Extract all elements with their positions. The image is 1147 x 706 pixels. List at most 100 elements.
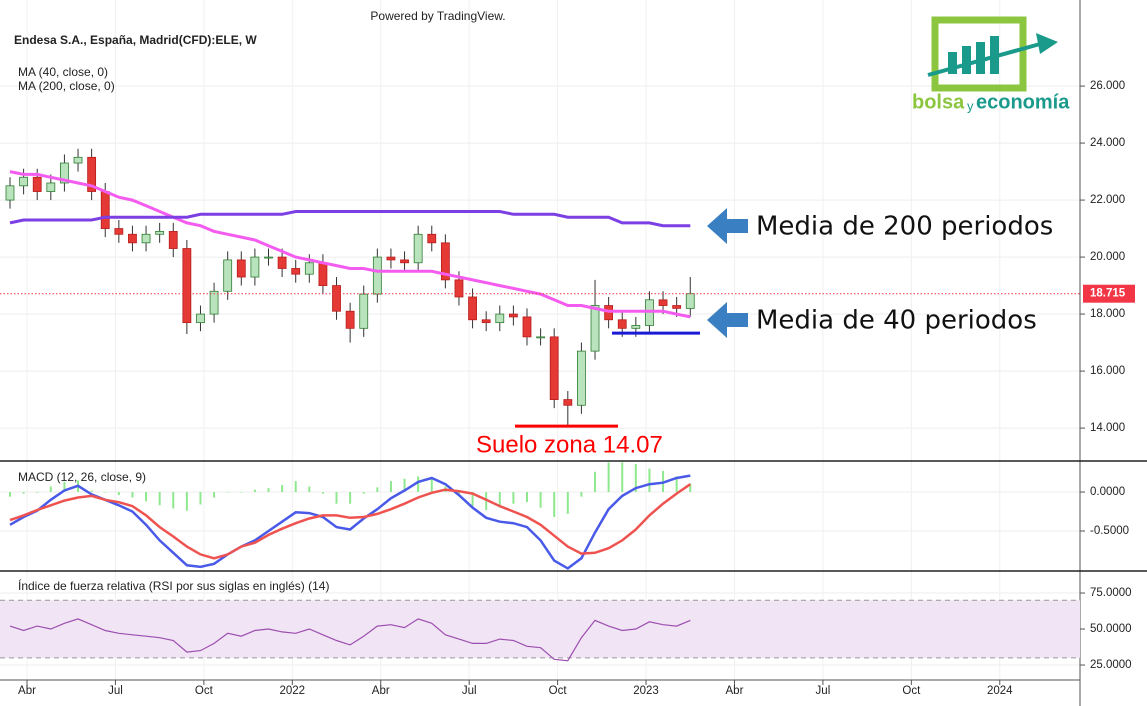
histogram-bar (104, 492, 107, 493)
candle-body (277, 256, 287, 269)
last-price-box (1083, 284, 1135, 303)
candle-body (87, 156, 97, 192)
candle-body (46, 182, 56, 192)
candle-body (372, 256, 382, 295)
legend-entry: MA (200, close, 0) (18, 79, 115, 93)
candle-body (508, 313, 518, 318)
histogram-bar (689, 483, 692, 493)
candle-body (73, 156, 83, 164)
candle-body (631, 325, 641, 329)
line (9, 483, 692, 560)
histogram-bar (267, 488, 270, 493)
x-tick-label: 2022 (280, 685, 306, 697)
candle-body (454, 279, 464, 298)
legend-entry: MA (40, close, 0) (18, 65, 108, 79)
candle-body (155, 231, 165, 235)
histogram-bar (648, 468, 651, 493)
histogram-bar (131, 492, 134, 498)
candle-body (672, 305, 682, 309)
y-tick-label: 0.0000 (1090, 486, 1125, 498)
histogram-bar (525, 492, 528, 503)
last-price-label: 18.715 (1090, 288, 1126, 300)
histogram-bar (158, 492, 161, 506)
y-tick-label: -0.5000 (1090, 525, 1129, 537)
arrow (707, 208, 748, 244)
histogram-bar (389, 481, 392, 493)
line (9, 618, 691, 662)
histogram-bar (281, 485, 284, 493)
x-tick-label: Abr (726, 685, 744, 697)
histogram-bar (90, 490, 93, 493)
line (9, 210, 691, 228)
panel-title: Índice de fuerza relativa (RSI por sus s… (18, 578, 329, 593)
histogram-bar (553, 492, 556, 517)
histogram-bar (376, 487, 379, 493)
histogram-bar (117, 492, 120, 496)
candle-body (5, 185, 15, 201)
candle-body (236, 259, 246, 278)
candle-body (182, 248, 192, 324)
candle-body (617, 319, 627, 329)
histogram-bar (240, 492, 243, 493)
y-tick-label: 18.000 (1090, 308, 1125, 320)
x-tick-label: Abr (372, 685, 390, 697)
candle-body (386, 256, 396, 261)
candle-body (332, 285, 341, 312)
y-tick-label: 24.000 (1090, 137, 1125, 149)
candle-body (141, 233, 151, 244)
x-tick-label: Oct (549, 685, 568, 697)
y-tick-label: 20.000 (1090, 251, 1125, 263)
candle-body (549, 336, 559, 400)
histogram-bar (172, 492, 175, 509)
x-tick-label: 2024 (987, 685, 1013, 697)
histogram-bar (22, 492, 25, 494)
candle-body (413, 233, 423, 264)
histogram-bar (362, 492, 365, 494)
floor-label: Suelo zona 14.07 (476, 431, 663, 458)
chart-title: Endesa S.A., España, Madrid(CFD):ELE, W (14, 33, 257, 47)
candle-body (304, 262, 314, 275)
histogram-bar (471, 492, 474, 507)
histogram-bar (675, 476, 678, 493)
panel-title: MACD (12, 26, close, 9) (18, 470, 146, 484)
x-tick-label: Abr (18, 685, 36, 697)
candle-body (100, 191, 110, 229)
x-tick-label: Jul (108, 685, 123, 697)
candle-body (522, 316, 532, 338)
candle-body (359, 293, 369, 329)
histogram-bar (349, 492, 352, 504)
histogram-bar (63, 481, 66, 493)
histogram-bar (594, 471, 597, 493)
x-tick-label: Oct (902, 685, 921, 697)
histogram-bar (145, 492, 148, 502)
candle-body (209, 290, 219, 315)
candle-body (114, 228, 124, 235)
candle-body (318, 262, 328, 286)
candle-body (32, 176, 42, 192)
histogram-bar (417, 476, 420, 493)
x-tick-label: 2023 (633, 685, 659, 697)
candle-body (590, 305, 600, 352)
histogram-bar (512, 492, 515, 504)
candle-body (60, 162, 69, 184)
arrow (707, 302, 748, 338)
candle-body (685, 293, 695, 309)
candle-body (19, 176, 29, 187)
candle-body (345, 310, 355, 329)
candle-body (563, 399, 573, 406)
histogram-bar (321, 492, 324, 494)
histogram-bar (566, 492, 569, 514)
logo-text: bolsa (912, 91, 965, 113)
candle-body (400, 259, 409, 264)
histogram-bar (36, 492, 39, 493)
panel (9, 462, 692, 570)
histogram-bar (9, 492, 11, 497)
histogram-bar (621, 462, 624, 493)
histogram-bar (430, 477, 433, 493)
histogram-bar (185, 492, 188, 511)
candle-body (577, 350, 586, 406)
candle-body (291, 268, 301, 275)
candle-body (468, 296, 477, 321)
panel (0, 599, 1080, 662)
